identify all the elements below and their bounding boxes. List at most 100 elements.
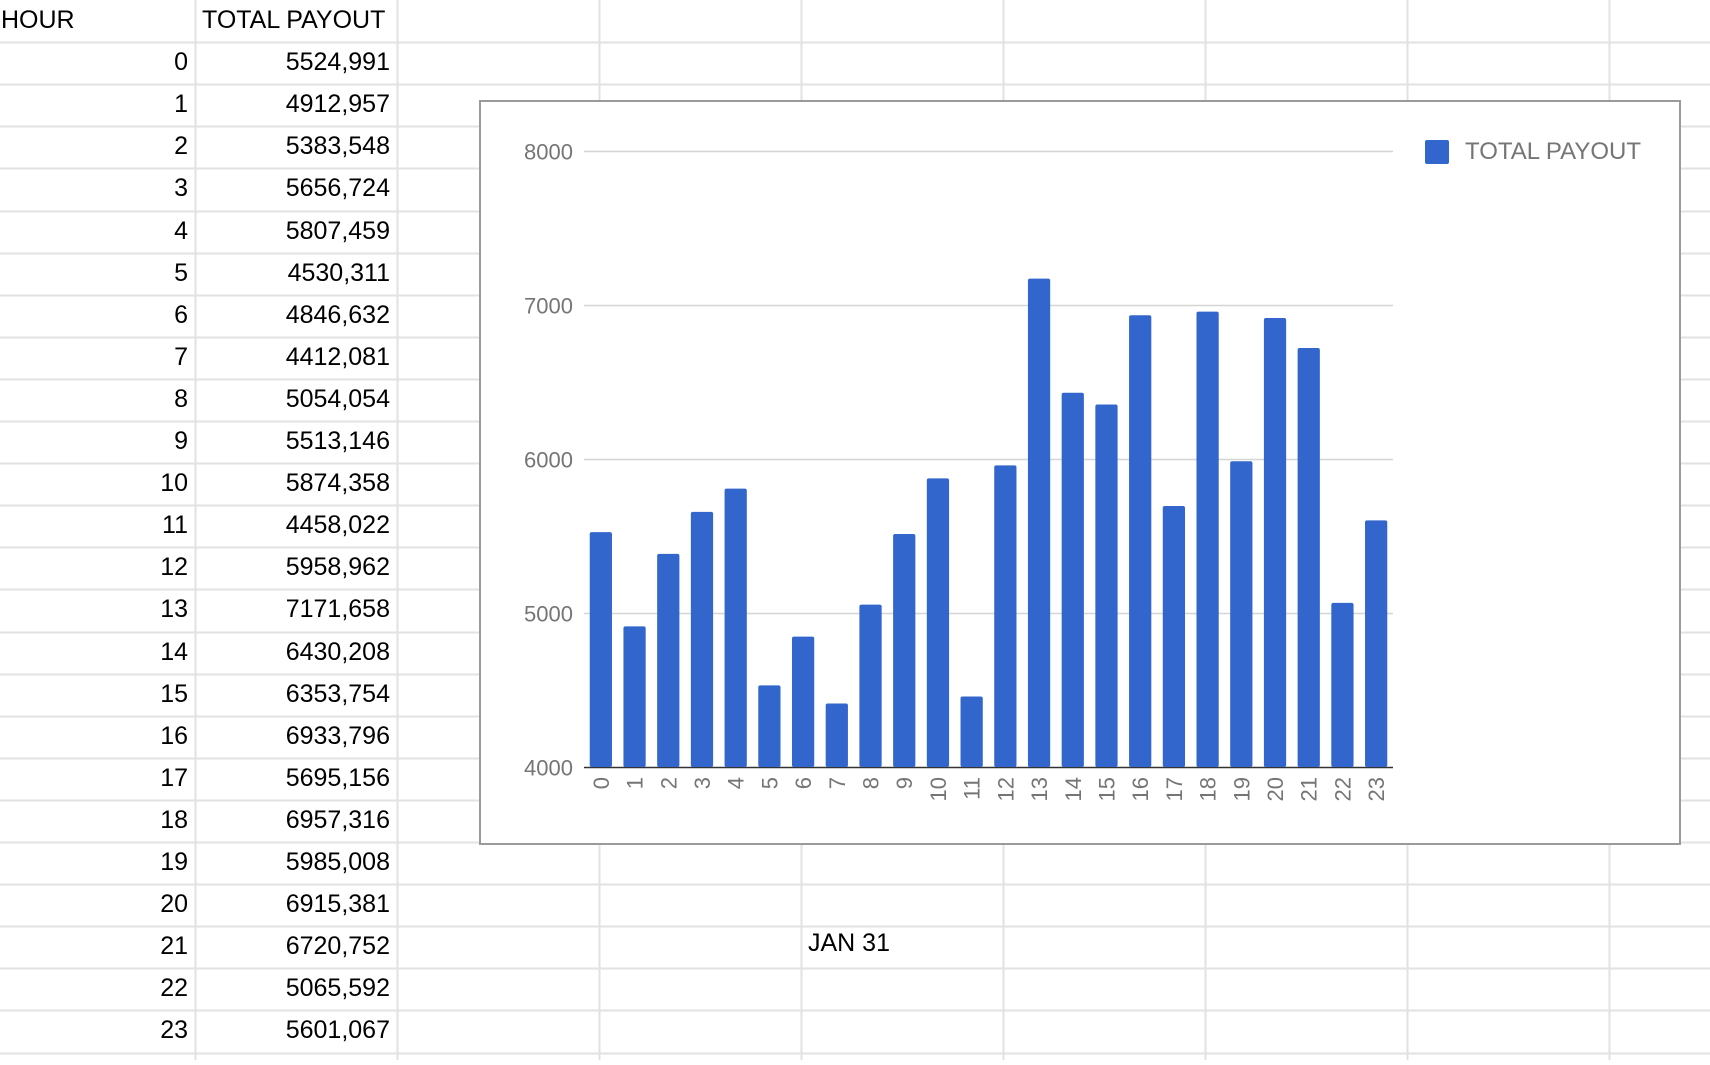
hour-cell[interactable]: 11: [162, 511, 188, 539]
payout-cell[interactable]: 5656,724: [285, 174, 390, 202]
date-note: JAN 31: [808, 929, 890, 957]
bar[interactable]: [1027, 278, 1051, 767]
x-tick-label: 18: [1196, 777, 1221, 801]
hour-cell[interactable]: 1: [174, 90, 188, 118]
x-tick-label: 0: [589, 777, 614, 789]
payout-cell[interactable]: 4912,957: [285, 90, 390, 118]
x-tick-label: 9: [892, 777, 917, 789]
x-tick-label: 3: [690, 777, 715, 789]
payout-cell[interactable]: 5524,991: [285, 48, 390, 76]
hour-cell[interactable]: 16: [160, 722, 188, 750]
bar[interactable]: [623, 626, 646, 767]
header-payout-cell[interactable]: TOTAL PAYOUT: [199, 0, 397, 42]
bar[interactable]: [1196, 311, 1219, 767]
x-tick-label: 16: [1128, 777, 1153, 801]
y-tick-label: 4000: [524, 756, 573, 781]
x-tick-label: 22: [1330, 777, 1355, 801]
payout-cell[interactable]: 6957,316: [285, 806, 390, 834]
payout-cell[interactable]: 5807,459: [285, 217, 390, 245]
payout-cell[interactable]: 6933,796: [285, 722, 390, 750]
payout-cell[interactable]: 5958,962: [285, 553, 390, 581]
bar[interactable]: [1263, 318, 1287, 767]
bar[interactable]: [724, 488, 747, 767]
hour-cell[interactable]: 14: [160, 638, 188, 666]
bar[interactable]: [1061, 392, 1084, 767]
payout-cell[interactable]: 6353,754: [285, 680, 390, 708]
bar[interactable]: [1297, 348, 1320, 767]
x-tick-label: 1: [623, 777, 648, 789]
x-tick-label: 17: [1162, 777, 1187, 801]
payout-cell[interactable]: 4846,632: [285, 301, 390, 329]
hour-cell[interactable]: 4: [174, 217, 188, 245]
payout-cell[interactable]: 5513,146: [285, 427, 390, 455]
bar[interactable]: [1230, 461, 1253, 767]
header-payout: TOTAL PAYOUT: [202, 6, 386, 34]
bar[interactable]: [589, 532, 612, 767]
x-tick-label: 5: [757, 777, 782, 789]
payout-cell[interactable]: 4530,311: [287, 259, 390, 287]
payout-cell[interactable]: 5383,548: [285, 132, 390, 160]
hour-cell[interactable]: 2: [174, 132, 188, 160]
payout-cell[interactable]: 4412,081: [285, 343, 390, 371]
payout-cell[interactable]: 5874,358: [285, 469, 390, 497]
hour-cell[interactable]: 8: [174, 385, 188, 413]
hour-cell[interactable]: 20: [160, 890, 188, 918]
bar[interactable]: [825, 703, 848, 767]
x-tick-label: 14: [1061, 777, 1086, 801]
date-note-cell[interactable]: JAN 31: [808, 922, 890, 964]
chart-legend: TOTAL PAYOUT: [1424, 138, 1641, 166]
legend-label: TOTAL PAYOUT: [1464, 138, 1641, 165]
hour-cell[interactable]: 15: [160, 680, 188, 708]
payout-cell[interactable]: 6720,752: [285, 932, 390, 960]
bar[interactable]: [791, 636, 815, 767]
bar[interactable]: [1365, 520, 1388, 767]
x-tick-label: 8: [859, 777, 884, 789]
bar[interactable]: [1331, 602, 1354, 767]
hour-cell[interactable]: 13: [160, 595, 188, 623]
bar[interactable]: [758, 685, 781, 767]
hour-cell[interactable]: 5: [174, 259, 188, 287]
payout-cell[interactable]: 5065,592: [285, 974, 390, 1002]
payout-cell[interactable]: 6915,381: [285, 890, 390, 918]
payout-cell[interactable]: 4458,022: [285, 511, 390, 539]
payout-cell[interactable]: 5695,156: [285, 764, 390, 792]
bar[interactable]: [690, 511, 714, 767]
hour-cell[interactable]: 23: [160, 1016, 188, 1044]
hour-cell[interactable]: 9: [174, 427, 188, 455]
hour-cell[interactable]: 0: [174, 48, 188, 76]
bar[interactable]: [994, 465, 1017, 767]
hour-cell[interactable]: 19: [160, 848, 188, 876]
bar[interactable]: [893, 533, 916, 767]
x-tick-label: 19: [1229, 777, 1254, 801]
x-tick-label: 11: [960, 777, 985, 800]
payout-cell[interactable]: 6430,208: [285, 638, 390, 666]
bar[interactable]: [657, 553, 680, 767]
bar[interactable]: [1095, 404, 1118, 767]
x-tick-label: 13: [1027, 777, 1052, 801]
hour-cell[interactable]: 7: [174, 343, 188, 371]
hour-cell[interactable]: 22: [160, 974, 188, 1002]
bar[interactable]: [926, 478, 950, 767]
bar[interactable]: [859, 604, 882, 767]
bar[interactable]: [960, 696, 983, 767]
x-tick-label: 23: [1364, 777, 1389, 801]
header-hour-cell[interactable]: HOUR: [0, 0, 195, 42]
x-tick-label: 10: [926, 777, 951, 801]
hour-cell[interactable]: 10: [160, 469, 188, 497]
bar-chart[interactable]: 4000 5000 6000 7000 8000 0 1 2 3 4 5 6 7 8 9 10 11 12 13 14…: [479, 100, 1681, 845]
hour-cell[interactable]: 21: [160, 932, 188, 960]
bar[interactable]: [1129, 315, 1152, 767]
payout-cell[interactable]: 5985,008: [285, 848, 390, 876]
hour-cell[interactable]: 17: [160, 764, 188, 792]
payout-cell[interactable]: 5601,067: [285, 1016, 390, 1044]
payout-cell[interactable]: 5054,054: [285, 385, 390, 413]
x-tick-label: 12: [993, 777, 1018, 801]
payout-cell[interactable]: 7171,658: [285, 595, 390, 623]
hour-cell[interactable]: 6: [174, 301, 188, 329]
hour-cell[interactable]: 3: [174, 174, 188, 202]
hour-cell[interactable]: 18: [160, 806, 188, 834]
x-tick-label: 15: [1094, 777, 1119, 801]
hour-cell[interactable]: 12: [160, 553, 188, 581]
bar[interactable]: [1162, 505, 1186, 767]
